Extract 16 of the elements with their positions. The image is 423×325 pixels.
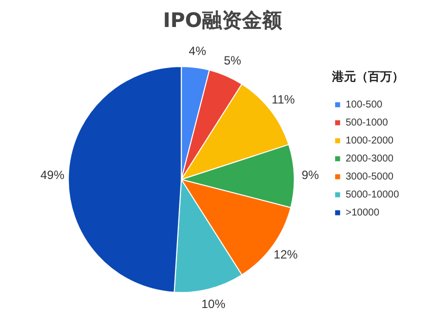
data-label: 10%: [201, 296, 226, 311]
legend-label: 5000-10000: [346, 189, 400, 200]
data-label: 12%: [274, 248, 298, 262]
data-label: 9%: [302, 168, 320, 182]
legend-label: 500-1000: [346, 117, 388, 128]
data-label: 4%: [188, 44, 206, 58]
legend-label: 1000-2000: [346, 135, 394, 146]
data-label: 49%: [40, 168, 65, 182]
legend-label: 3000-5000: [346, 171, 394, 182]
legend-label: 100-500: [346, 99, 383, 110]
data-label: 5%: [224, 53, 242, 68]
legend-label: 2000-3000: [346, 153, 394, 164]
data-label: 11%: [272, 92, 296, 107]
legend-label: >10000: [346, 207, 380, 218]
legend-title: 港元（百万）: [330, 69, 404, 84]
chart-title: IPO融资金额: [162, 8, 284, 32]
